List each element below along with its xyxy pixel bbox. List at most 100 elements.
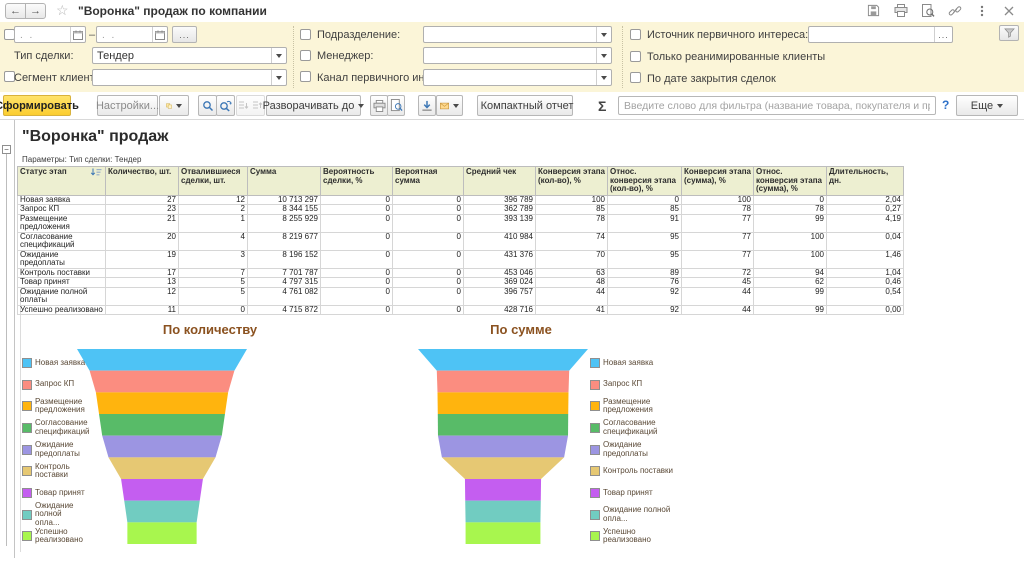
settings-button[interactable]: Настройки... [96, 95, 159, 116]
column-header[interactable]: Вероятность сделки, % [320, 166, 393, 196]
date-to-field[interactable]: . . [96, 26, 168, 43]
cell: 85 [535, 204, 608, 215]
segment-checkbox[interactable] [4, 71, 15, 82]
calendar-icon[interactable] [70, 27, 85, 42]
legend-label: Ожидание полной опла... [603, 505, 671, 523]
funnel-segment [124, 500, 200, 523]
compact-report-button[interactable]: Компактный отчет [477, 95, 573, 116]
legend-label: Контроль поставки [603, 466, 673, 476]
cell: Товар принят [17, 277, 106, 288]
cell: 41 [535, 304, 608, 315]
period-more-button[interactable]: ... [172, 26, 197, 43]
table-row[interactable]: Ожидание полной оплаты 12 5 4 761 082 0 0 396 … [17, 286, 904, 306]
table-row[interactable]: Запрос КП 23 2 8 344 155 0 0 362 789 85 85 78 78 0,… [17, 204, 904, 215]
cell: 0 [392, 267, 464, 278]
manager-label: Менеджер: [317, 50, 374, 62]
column-header[interactable]: Статус этап [17, 166, 106, 196]
separator [293, 26, 294, 88]
calendar-icon[interactable] [152, 27, 167, 42]
manager-checkbox[interactable] [300, 50, 311, 61]
collapse-group-button[interactable]: − [2, 145, 11, 154]
more-menu-icon[interactable] [974, 3, 989, 18]
help-icon[interactable]: ? [942, 98, 950, 112]
save-file-button[interactable] [418, 95, 436, 116]
more-button[interactable]: Еще [956, 95, 1018, 116]
send-email-button[interactable] [436, 95, 463, 116]
deal-type-combo[interactable]: Тендер [92, 47, 287, 64]
nav-buttons: ← → [5, 3, 46, 19]
preview-icon[interactable] [920, 3, 935, 18]
reanimated-checkbox[interactable] [630, 51, 641, 62]
print-icon[interactable] [893, 3, 908, 18]
table-row[interactable]: Успешно реализовано 11 0 4 715 872 0 0 428 716… [17, 304, 904, 315]
department-checkbox[interactable] [300, 29, 311, 40]
source-field[interactable]: ... [808, 26, 953, 43]
column-header[interactable]: Сумма [247, 166, 321, 196]
generate-button[interactable]: Сформировать [0, 95, 79, 116]
back-button[interactable]: ← [5, 3, 26, 19]
chevron-down-icon[interactable] [596, 27, 611, 42]
chevron-down-icon[interactable] [596, 48, 611, 63]
table-row[interactable]: Согласование спецификаций 20 4 8 219 677 0 0 4… [17, 231, 904, 251]
segment-combo[interactable] [92, 69, 287, 86]
find-next-button[interactable] [216, 95, 235, 116]
channel-combo[interactable] [423, 69, 612, 86]
funnel-segment [437, 435, 569, 458]
group-level-buttons [236, 95, 265, 116]
close-icon[interactable] [1001, 3, 1016, 18]
report-variants-button[interactable] [159, 95, 189, 116]
column-header[interactable]: Вероятная сумма [392, 166, 464, 196]
link-icon[interactable] [947, 3, 962, 18]
legend-label: Ожидание предоплаты [603, 440, 648, 458]
ellipsis-label: ... [179, 29, 190, 40]
source-checkbox[interactable] [630, 29, 641, 40]
chevron-down-icon[interactable] [271, 70, 286, 85]
print-button[interactable] [370, 95, 388, 116]
forward-button[interactable]: → [25, 3, 46, 19]
column-header[interactable]: Количество, шт. [105, 166, 179, 196]
cell: 1 [178, 213, 248, 233]
filter-settings-button[interactable] [999, 25, 1019, 41]
sum-icon[interactable]: Σ [598, 98, 607, 114]
quick-filter-input[interactable] [618, 96, 936, 115]
chevron-down-icon [997, 103, 1004, 108]
department-combo[interactable] [423, 26, 612, 43]
column-header[interactable]: Конверсия этапа (сумма), % [681, 166, 754, 196]
table-row[interactable]: Товар принят 13 5 4 797 315 0 0 369 024 48 76 45 6… [17, 277, 904, 288]
funnel-segment [108, 457, 216, 479]
cell: 0 [320, 213, 393, 233]
funnel-segment [441, 457, 565, 479]
column-header[interactable]: Относ. конверсия этапа (кол-во), % [607, 166, 682, 196]
date-from-field[interactable]: . . [14, 26, 86, 43]
channel-checkbox[interactable] [300, 71, 311, 82]
expand-to-button[interactable]: Разворачивать до [263, 95, 365, 116]
column-header[interactable]: Относ. конверсия этапа (сумма), % [753, 166, 827, 196]
funnel-table: Статус этап Количество, шт. Отвалившиеся с… [17, 166, 904, 315]
favorite-star-icon[interactable]: ☆ [56, 2, 69, 18]
cell: Успешно реализовано [17, 304, 106, 315]
save-icon[interactable] [866, 3, 881, 18]
legend-label: Согласование спецификаций [603, 418, 658, 436]
cell: 428 716 [463, 304, 536, 315]
legend-swatch [590, 466, 600, 477]
manager-combo[interactable] [423, 47, 612, 64]
by-close-date-label: По дате закрытия сделок [647, 73, 776, 85]
source-more-button[interactable]: ... [934, 27, 952, 42]
cell: 0 [392, 249, 464, 269]
table-row[interactable]: Размещение предложения 21 1 8 255 929 0 0 393 … [17, 213, 904, 233]
column-header[interactable]: Конверсия этапа (кол-во), % [535, 166, 608, 196]
chevron-down-icon[interactable] [271, 48, 286, 63]
print-preview-button[interactable] [387, 95, 405, 116]
column-header[interactable]: Длительность, дн. [826, 166, 904, 196]
legend-label: Запрос КП [35, 379, 75, 389]
by-close-date-checkbox[interactable] [630, 72, 641, 83]
legend-swatch [590, 444, 600, 455]
table-row[interactable]: Ожидание предоплаты 19 3 8 196 152 0 0 431 376… [17, 249, 904, 269]
find-button[interactable] [198, 95, 217, 116]
chevron-down-icon[interactable] [596, 70, 611, 85]
column-header[interactable]: Средний чек [463, 166, 536, 196]
cell: 77 [681, 213, 754, 233]
column-header[interactable]: Отвалившиеся сделки, шт. [178, 166, 248, 196]
cell: 0 [320, 286, 393, 306]
legend-item: Ожидание предоплаты [22, 439, 88, 461]
